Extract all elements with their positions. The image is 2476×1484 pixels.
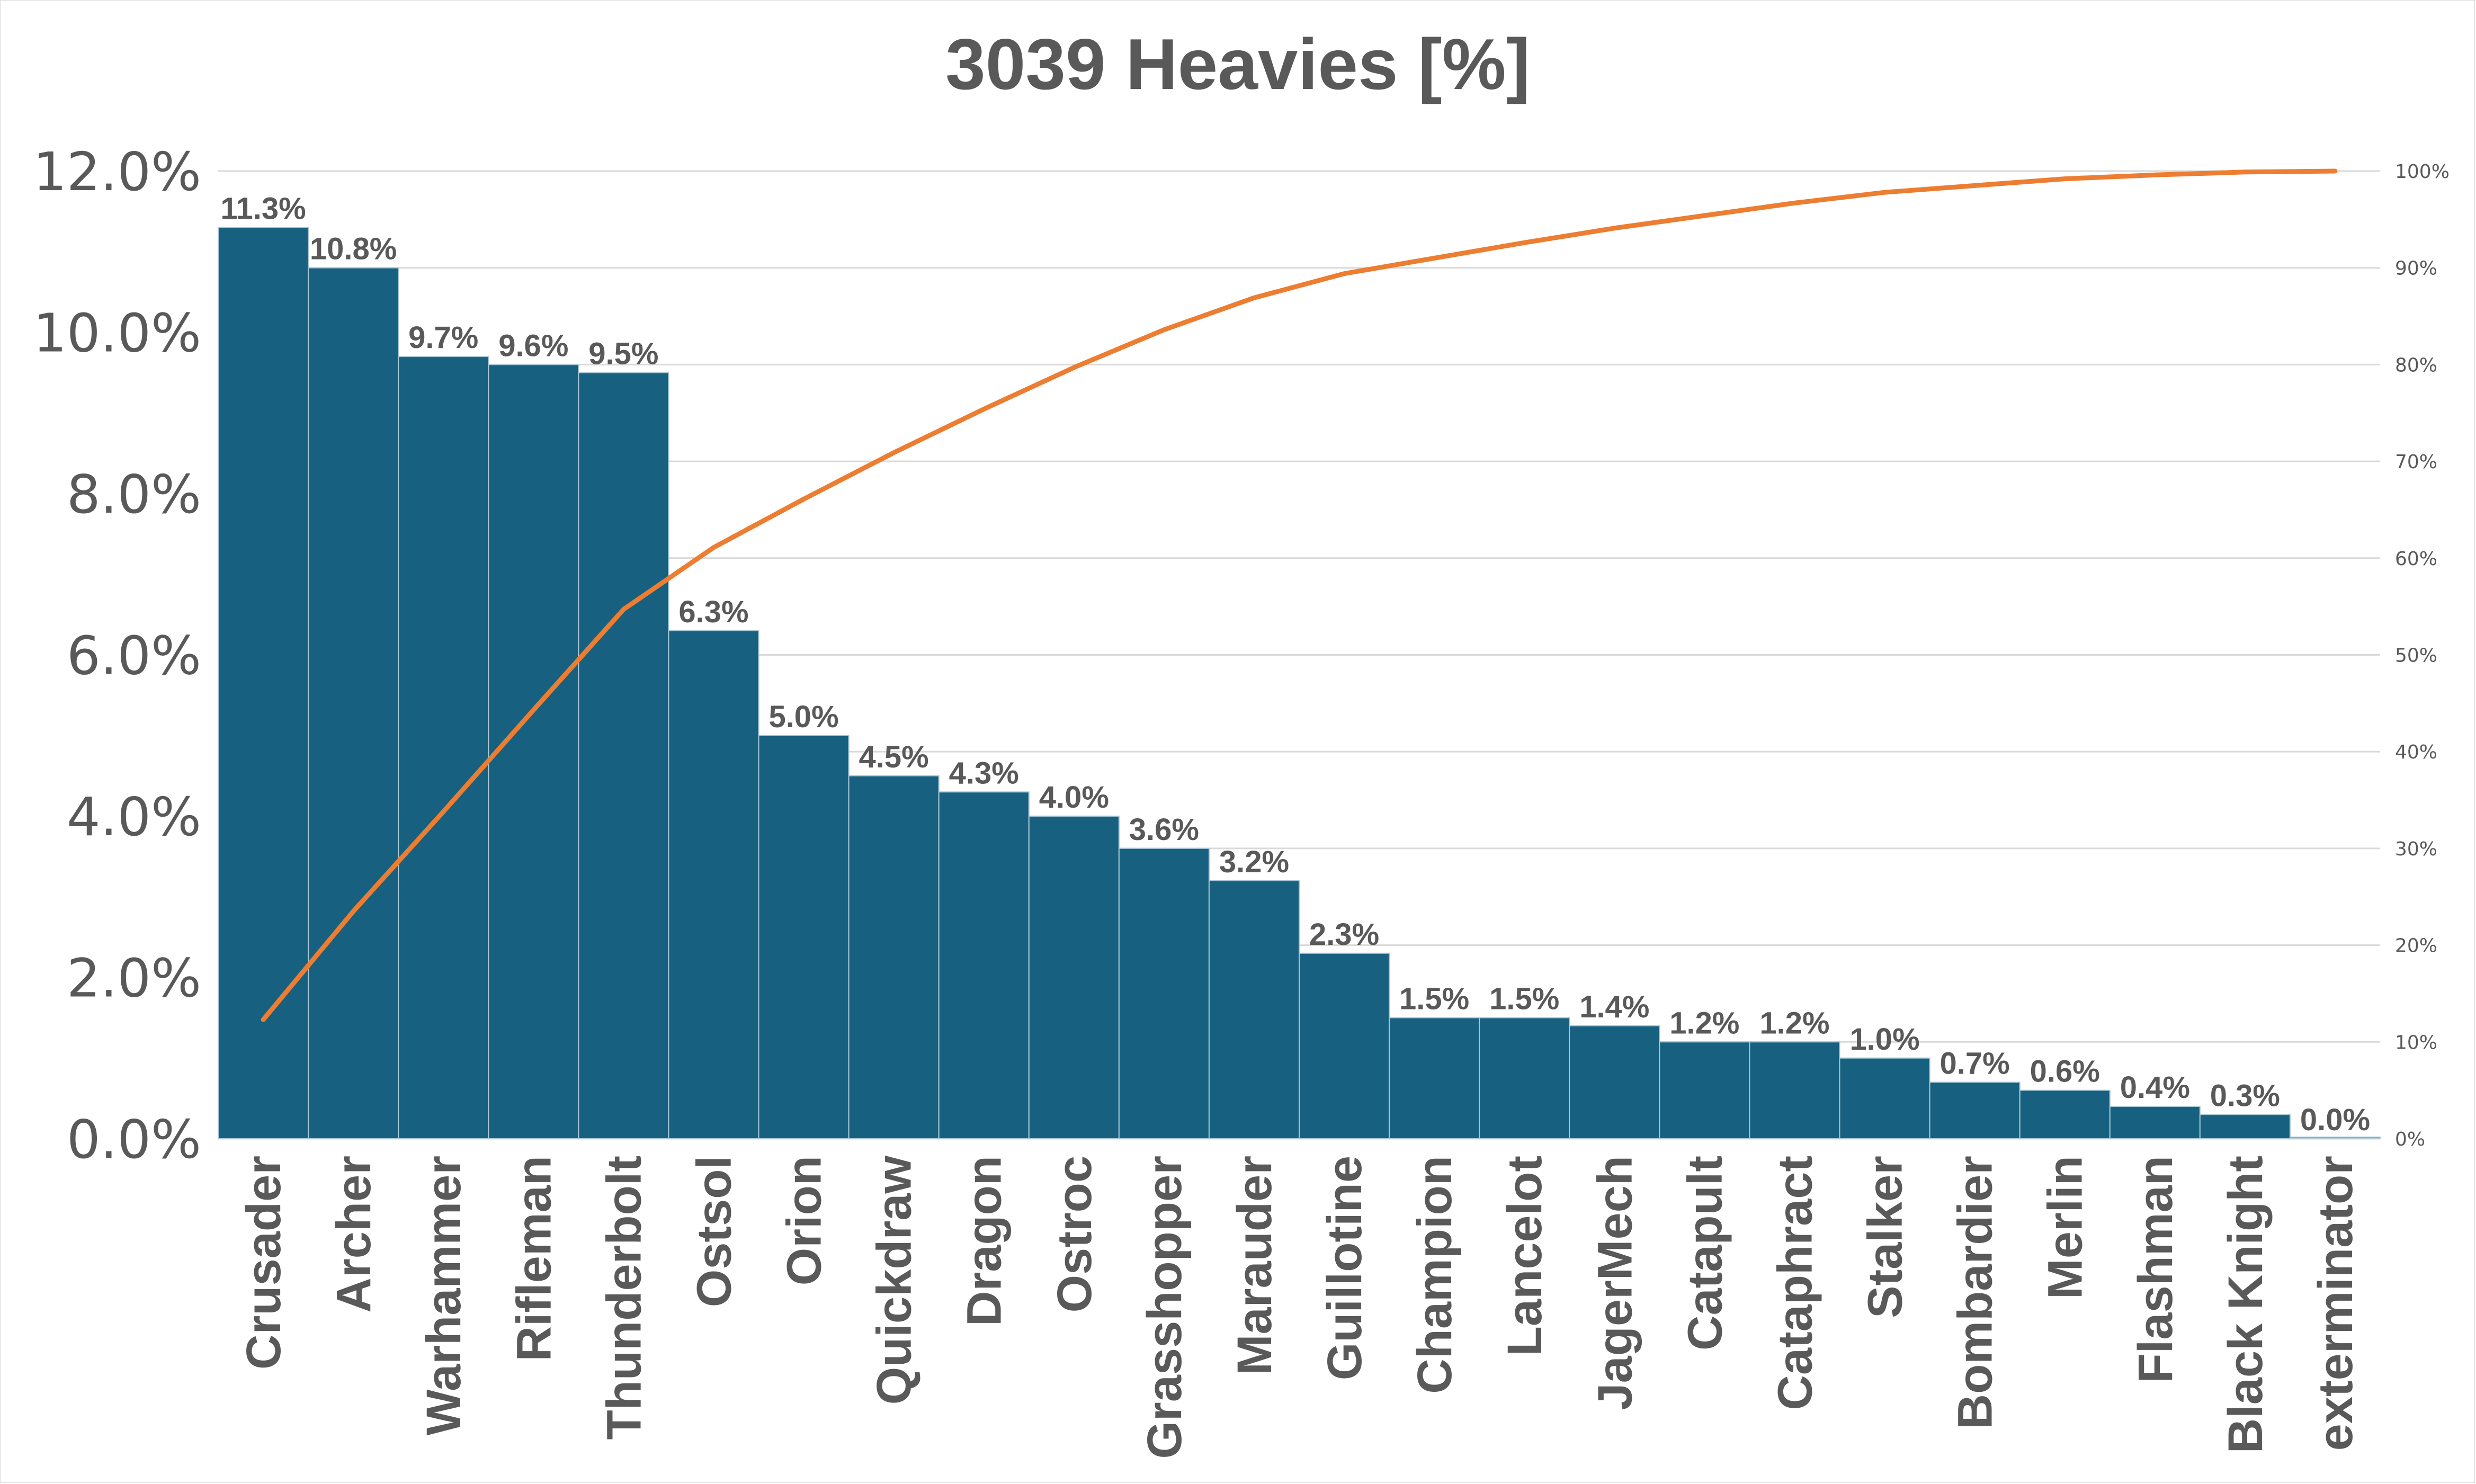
x-tick-label: Crusader	[237, 1156, 291, 1370]
x-axis: Crusader Archer Warhammer Rifleman Thunderbo…	[237, 1156, 2363, 1459]
y-right-tick-label: 80%	[2395, 354, 2437, 376]
bar-champion	[1389, 1017, 1480, 1139]
data-label: 9.7%	[408, 320, 478, 355]
bar-marauder	[1208, 880, 1300, 1140]
bar-series	[218, 227, 2381, 1140]
bar-rifleman	[488, 364, 579, 1139]
y-left-tick-label: 12.0%	[33, 141, 201, 203]
data-label: 4.3%	[949, 756, 1019, 790]
data-label: 2.3%	[1309, 917, 1379, 952]
y-left-tick-label: 10.0%	[33, 302, 201, 364]
data-label: 1.4%	[1579, 990, 1649, 1024]
y-axis-right: 0% 10% 20% 30% 40% 50% 60% 70% 80% 90% 100%	[2395, 161, 2450, 1150]
data-label: 1.2%	[1669, 1006, 1739, 1040]
data-label: 3.6%	[1129, 812, 1199, 847]
x-tick-label: Bombardier	[1948, 1156, 2003, 1429]
data-label: 3.2%	[1219, 845, 1289, 879]
y-left-tick-label: 2.0%	[67, 947, 201, 1009]
data-label: 5.0%	[768, 700, 838, 734]
y-right-tick-label: 20%	[2395, 935, 2437, 957]
x-tick-label: Marauder	[1228, 1156, 1282, 1375]
x-tick-label: Ostroc	[1048, 1156, 1102, 1313]
bar-black-knight	[2199, 1114, 2291, 1139]
x-tick-label: Ostsol	[687, 1156, 741, 1307]
x-tick-label: Grasshopper	[1138, 1156, 1192, 1459]
bar-ostroc	[1028, 816, 1120, 1139]
x-tick-label: Black Knight	[2219, 1156, 2273, 1453]
bar-catapult	[1659, 1041, 1750, 1140]
bar-grasshopper	[1118, 847, 1210, 1139]
bar-lancelot	[1479, 1017, 1570, 1139]
bar-merlin	[2019, 1089, 2111, 1139]
data-label: 9.6%	[498, 328, 568, 363]
y-right-tick-label: 40%	[2395, 741, 2437, 763]
bar-ostsol	[668, 630, 759, 1139]
bar-bombardier	[1929, 1081, 2021, 1140]
y-right-tick-label: 70%	[2395, 451, 2437, 473]
y-right-tick-label: 30%	[2395, 838, 2437, 860]
bar-flashman	[2109, 1106, 2201, 1140]
bar-cataphract	[1749, 1041, 1840, 1140]
data-label: 1.5%	[1489, 982, 1559, 1016]
y-left-tick-label: 8.0%	[67, 463, 201, 525]
bar-quickdraw	[848, 775, 940, 1139]
cumulative-line	[261, 168, 2338, 1022]
x-tick-label: Orion	[777, 1156, 832, 1285]
bar-thunderbolt	[578, 372, 669, 1139]
cumulative-line-series	[261, 168, 2338, 1022]
bar-warhammer	[398, 356, 489, 1139]
x-tick-label: Champion	[1408, 1156, 1462, 1394]
data-label: 0.0%	[2300, 1103, 2370, 1137]
x-tick-label: Rifleman	[507, 1156, 561, 1362]
chart-title: 3039 Heavies [%]	[945, 24, 1530, 104]
bar-dragon	[938, 791, 1030, 1139]
y-right-tick-label: 10%	[2395, 1032, 2437, 1053]
x-tick-label: Quickdraw	[868, 1156, 922, 1405]
x-tick-label: Merlin	[2039, 1156, 2093, 1299]
bar-jagermech	[1569, 1025, 1660, 1139]
bar-guillotine	[1299, 952, 1390, 1139]
data-label: 0.4%	[2120, 1070, 2190, 1105]
y-left-tick-label: 4.0%	[67, 786, 201, 848]
data-label: 0.7%	[1940, 1046, 2010, 1080]
x-tick-label: Catapult	[1678, 1156, 1732, 1351]
data-label: 1.5%	[1399, 982, 1469, 1016]
data-label: 4.5%	[859, 740, 929, 774]
x-tick-label: Stalker	[1858, 1156, 1912, 1318]
y-left-tick-label: 0.0%	[67, 1108, 201, 1170]
data-label: 11.3%	[220, 192, 306, 226]
bar-exterminator	[2289, 1137, 2381, 1139]
bar-stalker	[1839, 1057, 1930, 1139]
data-label: 1.0%	[1849, 1022, 1919, 1057]
y-right-tick-label: 90%	[2395, 258, 2437, 280]
x-tick-label: JagerMech	[1588, 1156, 1642, 1410]
data-labels: 11.3%10.8% 9.7% 9.6% 9.5% 6.3% 5.0% 4.5% 4.3% 4.…	[220, 192, 2370, 1137]
y-left-tick-label: 6.0%	[67, 625, 201, 687]
y-axis-left: 0.0% 2.0% 4.0% 6.0% 8.0% 10.0% 12.0%	[33, 141, 201, 1170]
y-right-tick-label: 60%	[2395, 548, 2437, 570]
y-right-tick-label: 100%	[2395, 161, 2450, 183]
x-tick-label: Guillotine	[1318, 1156, 1372, 1380]
data-label: 10.8%	[310, 232, 397, 266]
data-label: 6.3%	[678, 595, 748, 629]
x-tick-label: Flashman	[2129, 1156, 2183, 1383]
bar-archer	[308, 267, 399, 1140]
y-right-tick-label: 0%	[2395, 1129, 2425, 1150]
data-label: 9.5%	[588, 337, 658, 371]
x-tick-label: Warhammer	[417, 1156, 471, 1435]
x-tick-label: Archer	[327, 1156, 381, 1313]
bar-crusader	[218, 227, 309, 1140]
data-label: 0.6%	[2030, 1054, 2100, 1089]
data-label: 0.3%	[2210, 1078, 2280, 1113]
y-right-tick-label: 50%	[2395, 645, 2437, 667]
data-label: 4.0%	[1039, 780, 1109, 815]
x-tick-label: Dragon	[958, 1156, 1012, 1326]
x-tick-label: Lancelot	[1498, 1156, 1552, 1356]
bar-orion	[758, 735, 850, 1139]
x-tick-label: Thunderbolt	[597, 1156, 651, 1440]
x-tick-label: exterminator	[2309, 1156, 2363, 1451]
data-label: 1.2%	[1759, 1006, 1829, 1040]
x-tick-label: Cataphract	[1768, 1156, 1822, 1410]
